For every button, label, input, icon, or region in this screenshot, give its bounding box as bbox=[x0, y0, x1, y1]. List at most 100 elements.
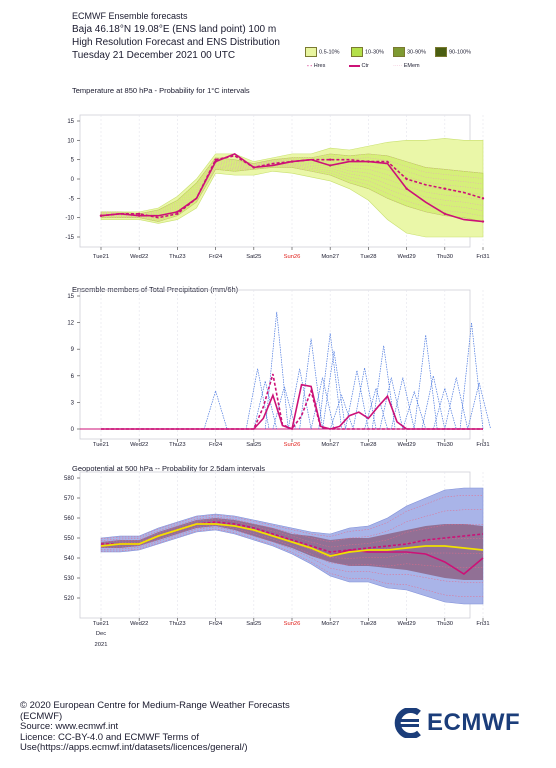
member-spike bbox=[329, 394, 354, 430]
x-tick-label: Sat25 bbox=[246, 442, 261, 448]
x-tick-label: Wed22 bbox=[130, 442, 148, 448]
member-spike bbox=[402, 390, 427, 430]
member-line bbox=[100, 526, 483, 583]
series-point bbox=[481, 197, 485, 200]
series-point bbox=[443, 187, 446, 190]
member-line bbox=[101, 167, 484, 222]
series-point bbox=[329, 158, 332, 161]
ecmwf-logo-text: ECMWF bbox=[427, 709, 521, 736]
header-line0: ECMWF Ensemble forecasts bbox=[72, 11, 188, 21]
x-tick-label: Mon27 bbox=[321, 442, 339, 448]
x-tick-label: Tue28 bbox=[360, 621, 376, 627]
x-tick-label: Thu30 bbox=[437, 254, 453, 260]
legend-swatch bbox=[351, 47, 363, 57]
legend-band-2: 10-30% bbox=[351, 47, 384, 57]
member-spike bbox=[413, 334, 438, 430]
series-point bbox=[405, 177, 408, 181]
x-tick-label: Sat25 bbox=[246, 254, 261, 260]
member-line bbox=[101, 166, 484, 221]
x-tick-label: Thu30 bbox=[437, 442, 453, 448]
y-tick-label: -5 bbox=[69, 196, 75, 202]
x-tick-label: Thu23 bbox=[169, 442, 185, 448]
series-point bbox=[443, 212, 446, 215]
y-tick-label: 12 bbox=[67, 321, 74, 327]
y-tick-label: 550 bbox=[64, 536, 75, 542]
y-tick-label: 5 bbox=[71, 158, 75, 164]
y-tick-label: 570 bbox=[64, 496, 75, 502]
x-tick-label: Sun26 bbox=[284, 442, 301, 448]
x-tick-label: Fri31 bbox=[476, 621, 489, 627]
legend-ctr: Ctr bbox=[349, 63, 369, 69]
panel-2: 0 3 6 9 12 15 Tue21 Wed22 Thu23 Fri24 Sat25 Sun26 Mo… bbox=[67, 289, 491, 448]
x-tick-label: Sun26 bbox=[284, 254, 301, 260]
header: ECMWF Ensemble forecasts Baja 46.18°N 19… bbox=[72, 10, 280, 62]
series-point bbox=[367, 160, 370, 163]
series-point bbox=[99, 214, 103, 217]
member-line bbox=[100, 509, 483, 543]
y-tick-label: 15 bbox=[67, 119, 74, 125]
member-spike bbox=[272, 385, 297, 430]
member-spike bbox=[352, 367, 377, 430]
y-tick-label: -10 bbox=[65, 216, 74, 222]
y-tick-label: 540 bbox=[64, 556, 75, 562]
x-sub-label-month: Dec bbox=[96, 631, 106, 637]
legend-emem-dots: ····· bbox=[393, 63, 403, 69]
member-line bbox=[101, 153, 484, 215]
member-spike bbox=[287, 368, 312, 430]
legend-ctr-line bbox=[349, 64, 360, 67]
x-tick-label: Tue28 bbox=[360, 442, 376, 448]
member-spike bbox=[467, 382, 491, 430]
y-tick-label: 15 bbox=[67, 294, 74, 300]
y-tick-label: 520 bbox=[64, 596, 75, 602]
plot-frame bbox=[79, 289, 471, 440]
member-spike bbox=[310, 377, 335, 430]
footer-line: (ECMWF) bbox=[20, 710, 63, 722]
legend-band-4: 90-100% bbox=[435, 47, 471, 57]
panel1-title: Temperature at 850 hPa - Probability for… bbox=[72, 86, 250, 95]
x-tick-label: Sat25 bbox=[246, 621, 261, 627]
y-tick-label: -15 bbox=[65, 235, 74, 241]
header-line2: High Resolution Forecast and ENS Distrib… bbox=[72, 37, 280, 48]
x-tick-label: Thu23 bbox=[169, 621, 185, 627]
panel3-title: Geopotential at 500 hPa -- Probability f… bbox=[72, 464, 266, 473]
y-tick-label: 10 bbox=[67, 138, 74, 144]
footer: © 2020 European Centre for Medium-Range … bbox=[20, 700, 320, 754]
x-tick-label: Thu23 bbox=[169, 254, 185, 260]
series-point bbox=[214, 160, 217, 163]
legend-band-3: 30-90% bbox=[393, 47, 426, 57]
member-spike bbox=[379, 377, 404, 430]
legend-emem: ····· EMem bbox=[393, 63, 420, 69]
x-tick-label: Wed22 bbox=[130, 254, 148, 260]
series-point bbox=[138, 214, 141, 217]
x-tick-label: Wed29 bbox=[397, 254, 415, 260]
member-line bbox=[100, 495, 483, 540]
y-tick-label: 580 bbox=[64, 476, 75, 482]
member-spike bbox=[245, 368, 270, 430]
x-tick-label: Fri31 bbox=[476, 254, 489, 260]
member-spike bbox=[459, 322, 484, 430]
x-tick-label: Fri31 bbox=[476, 442, 489, 448]
header-line1: Baja 46.18°N 19.08°E (ENS land point) 10… bbox=[72, 24, 277, 35]
footer-line: Licence: CC-BY-4.0 and ECMWF Terms of bbox=[20, 731, 199, 743]
x-tick-label: Wed22 bbox=[130, 621, 148, 627]
series-point bbox=[138, 212, 141, 215]
series-point bbox=[252, 166, 255, 169]
series-point bbox=[329, 164, 332, 167]
footer-line: © 2020 European Centre for Medium-Range … bbox=[20, 700, 290, 711]
series-point bbox=[405, 187, 408, 190]
series-ctr bbox=[101, 383, 483, 431]
meteogram-chart: -15 -10 -5 0 5 10 15 Tue21 Wed22 Thu23 Fri24 Sat25 S… bbox=[64, 114, 491, 648]
member-line bbox=[100, 518, 483, 548]
member-spike bbox=[371, 345, 396, 430]
header-line3: Tuesday 21 December 2021 00 UTC bbox=[72, 50, 236, 61]
footer-line: Use(https://apps.ecmwf.int/datasets/lice… bbox=[20, 742, 248, 753]
x-tick-label: Mon27 bbox=[321, 621, 339, 627]
member-spike bbox=[364, 386, 388, 430]
series-point bbox=[176, 210, 179, 214]
footer-line: Source: www.ecmwf.int bbox=[20, 721, 119, 732]
member-spike bbox=[299, 338, 323, 430]
legend-swatch bbox=[435, 47, 447, 57]
series-point bbox=[176, 212, 179, 215]
x-tick-label: Mon27 bbox=[321, 254, 339, 260]
x-tick-label: Wed29 bbox=[397, 621, 415, 627]
